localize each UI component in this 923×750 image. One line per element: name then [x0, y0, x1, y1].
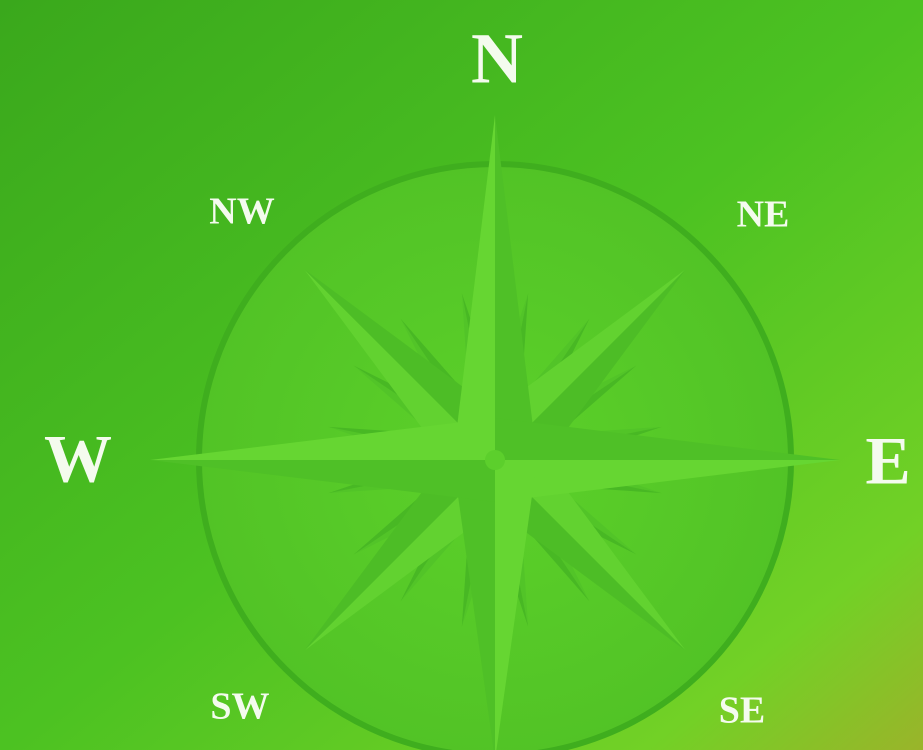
label-southeast: SE	[719, 690, 765, 732]
compass-rose	[150, 115, 840, 750]
label-southwest: SW	[210, 686, 269, 728]
rose-point	[150, 418, 495, 460]
rose-point	[495, 460, 840, 502]
rose-center	[485, 450, 505, 470]
rose-point	[495, 418, 840, 460]
rose-point	[495, 460, 537, 750]
label-northwest: NW	[209, 191, 274, 233]
label-east: E	[865, 423, 910, 499]
label-west: W	[44, 421, 112, 497]
rose-point	[453, 115, 495, 460]
rose-point	[495, 115, 537, 460]
label-northeast: NE	[737, 194, 790, 236]
label-north: N	[471, 19, 523, 99]
rose-point	[453, 460, 495, 750]
rose-point	[150, 460, 495, 502]
